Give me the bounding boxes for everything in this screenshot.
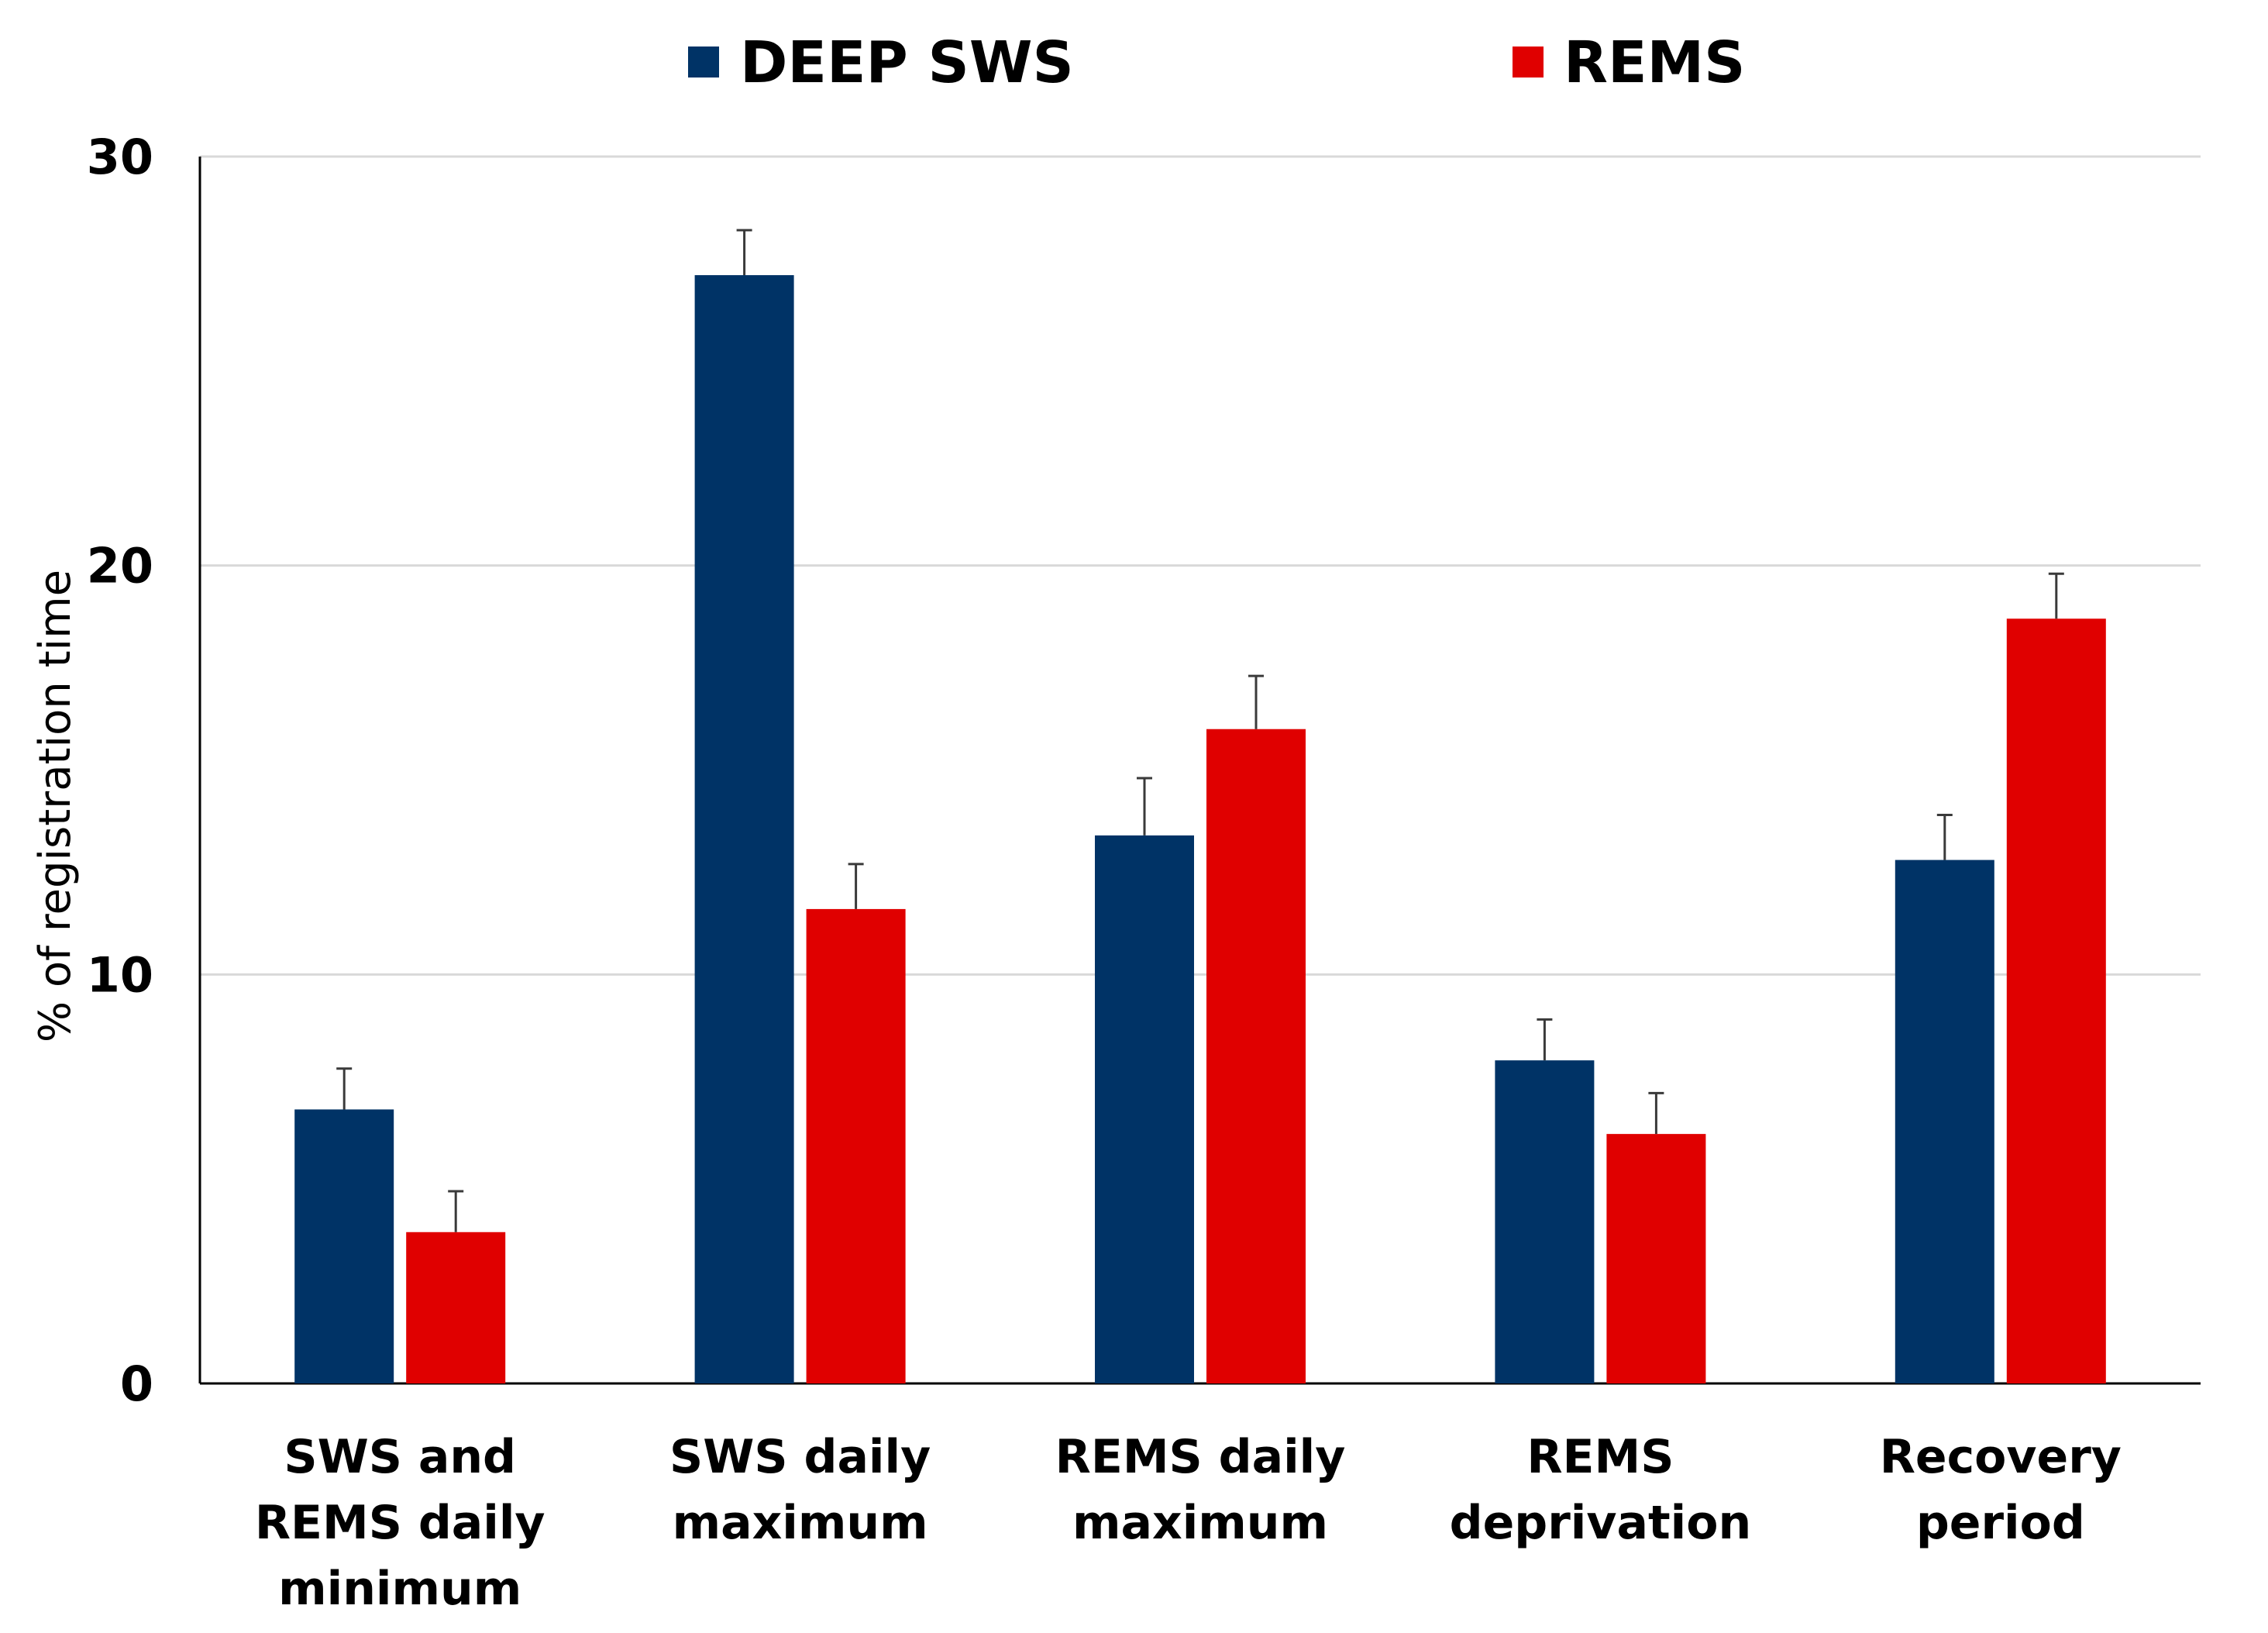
x-category-label-line: REMS	[1526, 1430, 1674, 1484]
x-category-label-0: SWS and REMS daily minimum	[255, 1430, 545, 1616]
y-tick-label-0: 0	[120, 1356, 153, 1412]
bar-1-2	[1206, 729, 1306, 1383]
gridlines	[200, 155, 2201, 976]
x-category-label-line: maximum	[1072, 1496, 1328, 1550]
legend-swatch-deep-sws	[688, 47, 719, 78]
x-category-label-line: SWS and	[284, 1430, 516, 1484]
x-category-label-line: minimum	[278, 1562, 521, 1616]
bar-0-4	[1895, 860, 1994, 1383]
bar-0-0	[294, 1109, 394, 1383]
x-category-label-line: Recovery	[1880, 1430, 2122, 1484]
bar-1-4	[2006, 618, 2106, 1383]
x-category-label-line: maximum	[673, 1496, 928, 1550]
bar-1-3	[1606, 1134, 1706, 1383]
y-tick-label-30: 30	[87, 129, 153, 185]
x-category-label-line: SWS daily	[669, 1430, 931, 1484]
x-category-label-line: deprivation	[1450, 1496, 1752, 1550]
y-axis-label: % of registration time	[30, 570, 81, 1042]
x-category-label-3: REMS deprivation	[1450, 1430, 1752, 1550]
x-category-label-2: REMS daily maximum	[1055, 1430, 1346, 1550]
bar-0-1	[694, 275, 794, 1384]
x-category-label-1: SWS daily maximum	[669, 1430, 931, 1550]
bar-1-1	[806, 908, 906, 1383]
bar-1-0	[406, 1232, 506, 1383]
x-category-labels: SWS and REMS daily minimum SWS daily maximum…	[255, 1430, 2122, 1616]
bar-0-3	[1495, 1060, 1595, 1383]
legend: DEEP SWS REMS	[688, 29, 1745, 96]
bar-0-2	[1095, 835, 1194, 1383]
y-tick-label-20: 20	[87, 538, 153, 594]
x-category-label-line: REMS daily	[255, 1496, 545, 1550]
y-tick-labels: 0 10 20 30	[87, 129, 153, 1412]
y-tick-label-10: 10	[87, 946, 153, 1003]
error-bars	[336, 229, 2064, 1232]
axes	[198, 157, 2201, 1385]
legend-label-deep-sws: DEEP SWS	[740, 29, 1074, 96]
x-category-label-line: REMS daily	[1055, 1430, 1346, 1484]
legend-swatch-rems	[1513, 47, 1544, 78]
bars	[294, 275, 2106, 1384]
legend-label-rems: REMS	[1564, 29, 1745, 96]
x-category-label-line: period	[1916, 1496, 2085, 1550]
x-category-label-4: Recovery period	[1880, 1430, 2122, 1550]
